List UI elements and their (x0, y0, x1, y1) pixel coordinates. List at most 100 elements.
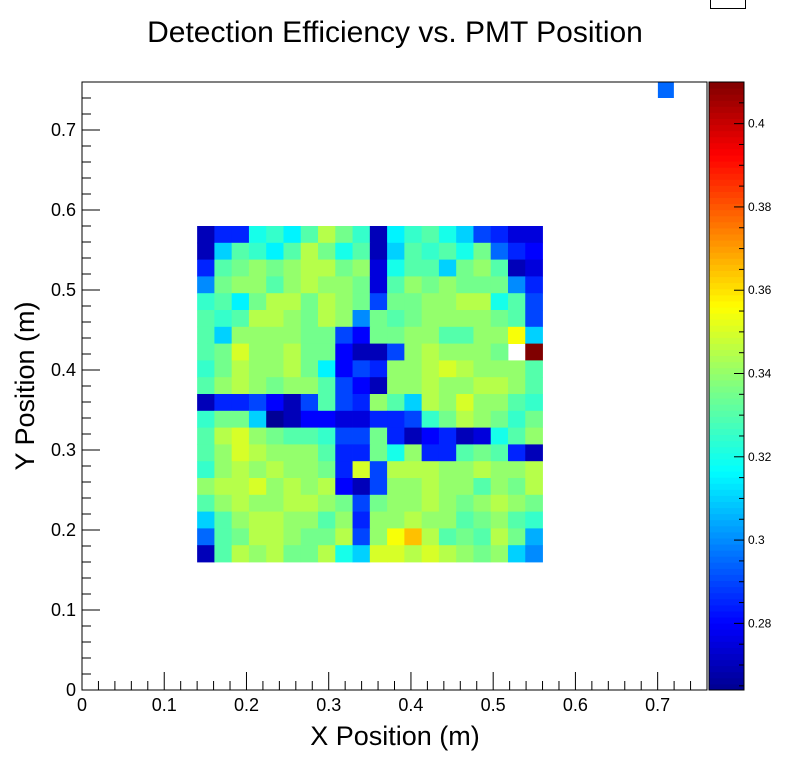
heatmap-cell (387, 343, 405, 361)
y-tick-label: 0 (66, 680, 76, 700)
heatmap-cell (197, 427, 215, 445)
heatmap-cell (421, 461, 440, 479)
heatmap-cell (231, 410, 250, 428)
heatmap-cell (369, 242, 388, 260)
heatmap-cell (335, 276, 353, 294)
heatmap-cell (456, 461, 474, 479)
heatmap-cell (507, 444, 526, 462)
heatmap-cell (438, 461, 457, 479)
colorbar-segment (709, 550, 744, 557)
heatmap-cell (404, 293, 423, 311)
heatmap-cell (352, 394, 371, 412)
heatmap-cell (387, 326, 405, 344)
heatmap-cell (248, 226, 267, 244)
heatmap-cell (404, 394, 423, 412)
x-tick-label: 0 (77, 695, 87, 715)
colorbar-frame (708, 81, 745, 691)
heatmap-cell (404, 528, 423, 546)
heatmap-cell (525, 259, 543, 277)
heatmap-cell (248, 343, 267, 361)
heatmap-cell (248, 326, 267, 344)
heatmap-cell (352, 226, 371, 244)
colorbar-segment (709, 519, 744, 527)
heatmap-cell (214, 226, 233, 244)
heatmap-cell (473, 276, 492, 294)
y-tick-label: 0.4 (51, 360, 76, 380)
y-axis-label: Y Position (m) (10, 301, 40, 470)
colorbar-segment (709, 653, 744, 661)
heatmap-cell (507, 293, 526, 311)
heatmap-cell (266, 528, 284, 546)
heatmap-cell (266, 276, 284, 294)
heatmap-cell (248, 494, 267, 512)
colorbar-segment (709, 440, 744, 448)
colorbar-segment (709, 665, 744, 673)
colorbar-segment (709, 556, 744, 563)
heatmap-cell (335, 259, 353, 277)
colorbar-segment (709, 349, 744, 357)
heatmap-cell (490, 427, 509, 445)
heatmap-cell (421, 326, 440, 344)
heatmap-cell (490, 494, 509, 512)
heatmap-cell (318, 310, 336, 328)
heatmap-cell (387, 545, 405, 563)
heatmap-cell (421, 545, 440, 563)
heatmap-cell (421, 511, 440, 529)
heatmap-cell (248, 511, 267, 529)
heatmap-cell (283, 410, 302, 428)
heatmap-cell (266, 377, 284, 395)
heatmap-cell (473, 511, 492, 529)
heatmap-cell (525, 360, 543, 378)
heatmap-cell (507, 242, 526, 260)
heatmap-cell (369, 444, 388, 462)
heatmap-cell (525, 326, 543, 344)
heatmap-cell (335, 394, 353, 412)
heatmap-cell (266, 293, 284, 311)
heatmap-cell (387, 293, 405, 311)
heatmap-cell (231, 343, 250, 361)
colorbar-segment (709, 88, 744, 95)
heatmap-cell (507, 310, 526, 328)
heatmap-cell (456, 259, 474, 277)
colorbar-tick-label: 0.28 (748, 616, 772, 630)
heatmap-cell (231, 377, 250, 395)
colorbar-segment (709, 501, 744, 509)
heatmap-cell (352, 343, 371, 361)
heatmap-cell (507, 545, 526, 563)
heatmap-cell (404, 259, 423, 277)
heatmap-cell (197, 259, 215, 277)
heatmap-cell (352, 360, 371, 378)
heatmap-cell (369, 226, 388, 244)
heatmap-cell (456, 310, 474, 328)
heatmap-cell (318, 545, 336, 563)
heatmap-cell (266, 545, 284, 563)
heatmap-cell (283, 326, 302, 344)
colorbar-segment (709, 136, 744, 144)
heatmap-cell (490, 226, 509, 244)
heatmap-cell (507, 410, 526, 428)
colorbar-segment (709, 398, 744, 405)
colorbar-segment (709, 392, 744, 399)
heatmap-cell (438, 511, 457, 529)
colorbar-tick-label: 0.34 (748, 367, 772, 381)
heatmap-cell (456, 410, 474, 428)
x-tick-label: 0.4 (398, 695, 423, 715)
heatmap-cell (473, 293, 492, 311)
heatmap-cell (490, 410, 509, 428)
heatmap-cell (490, 242, 509, 260)
heatmap-cell (352, 444, 371, 462)
heatmap-cell (438, 478, 457, 496)
heatmap-cell (369, 511, 388, 529)
heatmap-cell (283, 377, 302, 395)
heatmap-cell (490, 511, 509, 529)
heatmap-cell (335, 410, 353, 428)
heatmap-cell (473, 242, 492, 260)
heatmap-cell (490, 293, 509, 311)
heatmap-cell (473, 427, 492, 445)
heatmap-cell (490, 478, 509, 496)
heatmap-cell (421, 427, 440, 445)
heatmap-cell (369, 360, 388, 378)
heatmap-cell (438, 326, 457, 344)
heatmap-cell (248, 478, 267, 496)
heatmap-cell (248, 461, 267, 479)
